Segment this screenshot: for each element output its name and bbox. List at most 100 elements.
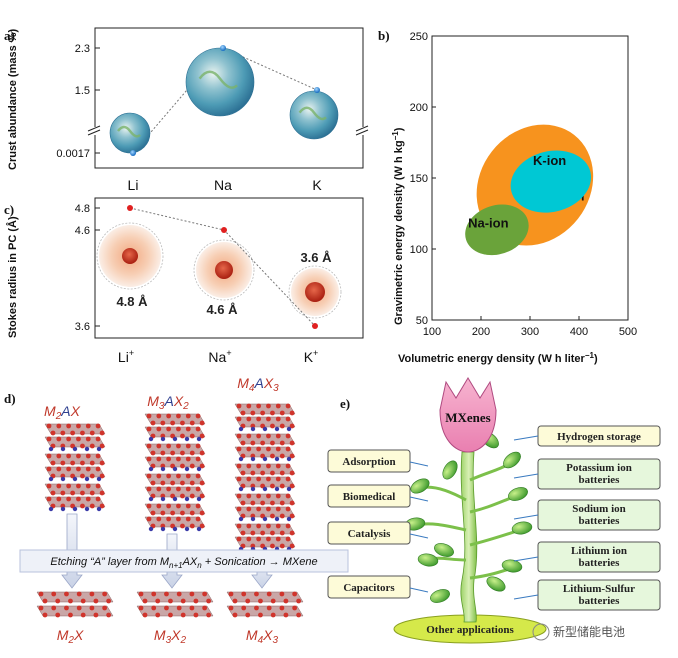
atom-red: [266, 493, 271, 499]
atom-red: [66, 453, 72, 459]
atom-red: [236, 476, 242, 482]
atom-red: [180, 612, 186, 618]
atom-red: [185, 413, 191, 419]
atom-blue: [148, 466, 154, 472]
atom-blue: [250, 516, 256, 522]
atom-blue: [184, 436, 190, 442]
atom-red: [260, 500, 266, 506]
atom-blue: [238, 426, 244, 432]
atom-red: [56, 466, 62, 472]
atom-red: [275, 463, 281, 469]
atom-red: [176, 503, 181, 509]
a: A: [60, 403, 70, 419]
atom-red: [185, 456, 191, 462]
crystal-stack: [226, 403, 304, 618]
atom-red: [285, 446, 291, 452]
atom-red: [275, 493, 281, 499]
atom-red: [66, 466, 72, 472]
atom-red: [195, 413, 201, 419]
atom-red: [76, 483, 81, 489]
atom-blue: [160, 496, 166, 502]
leader-line: [409, 533, 429, 539]
continent-shape: [198, 70, 238, 89]
atom-red: [176, 591, 182, 597]
atom-red: [270, 423, 275, 429]
atom-red: [180, 523, 185, 529]
atom-red: [199, 433, 205, 439]
atom-red: [245, 612, 251, 618]
atom-red: [76, 496, 81, 502]
atom-blue: [238, 456, 244, 462]
atom-red: [240, 440, 246, 446]
atom-red: [285, 403, 291, 409]
leader-line: [513, 473, 539, 479]
atom-red: [296, 612, 302, 618]
atom-red: [85, 466, 91, 472]
panel-d-letter: d): [4, 391, 16, 406]
app-box: [327, 484, 411, 508]
atom-red: [236, 403, 242, 409]
atom-red: [256, 536, 262, 542]
ion-core: [215, 261, 233, 279]
leader-line: [409, 587, 429, 593]
leaf: [430, 589, 450, 603]
panel-a-marks: [109, 45, 339, 156]
panel-a-data-point: [130, 150, 136, 156]
atom-red: [164, 605, 169, 611]
max-phase-formula: M3AX2: [147, 393, 189, 412]
region-na-ion: [465, 204, 529, 256]
atom-blue: [238, 516, 244, 522]
atom-red: [176, 443, 181, 449]
ion-charge: +: [313, 348, 318, 358]
atom-red: [102, 605, 108, 611]
atom-blue: [160, 526, 166, 532]
atom-red: [289, 470, 295, 476]
atom-blue: [148, 526, 154, 532]
atom-red: [266, 433, 271, 439]
atom-blue: [96, 506, 102, 512]
atom-blue: [172, 496, 178, 502]
continent-shape: [117, 125, 141, 138]
panel-c-letter: c): [4, 202, 14, 217]
panel-d-crystal-structures: [36, 403, 304, 618]
atom-red: [285, 523, 291, 529]
application-boxes: Adsorption Biomedical Catalysis Capacitors H…: [327, 425, 661, 611]
atom-red: [275, 403, 281, 409]
atom-red: [166, 456, 172, 462]
atom-red: [80, 430, 85, 436]
atom-red: [236, 536, 242, 542]
atom-blue: [160, 466, 166, 472]
atom-red: [180, 493, 185, 499]
atom-red: [289, 543, 295, 549]
atom-red: [270, 530, 275, 536]
atom-red: [189, 523, 195, 529]
atom-red: [176, 516, 181, 522]
atom-red: [256, 506, 262, 512]
atom-blue: [262, 426, 268, 432]
atom-red: [241, 591, 247, 597]
atom-blue: [184, 466, 190, 472]
atom-red: [76, 436, 81, 442]
panel-c-ytick-label: 3.6: [75, 321, 90, 333]
atom-red: [76, 466, 81, 472]
atom-red: [260, 470, 266, 476]
app-label: Sodium ion: [572, 503, 626, 515]
atom-red: [254, 605, 259, 611]
atom-blue: [274, 516, 280, 522]
atom-red: [176, 426, 181, 432]
solvation-shell: [96, 222, 164, 290]
atom-red: [270, 410, 275, 416]
atom-red: [258, 598, 263, 604]
atom-red: [246, 493, 252, 499]
panel-c: c) Stokes radius in PC (Å) 4.8 4.6 3.6 4.8…: [4, 197, 364, 365]
atom-red: [66, 483, 72, 489]
atom-red: [85, 496, 91, 502]
atom-red: [85, 483, 91, 489]
atom-red: [270, 513, 275, 519]
atom-red: [189, 605, 195, 611]
atom-blue: [172, 436, 178, 442]
atom-blue: [148, 436, 154, 442]
atom-red: [160, 450, 166, 456]
atom-red: [76, 423, 81, 429]
